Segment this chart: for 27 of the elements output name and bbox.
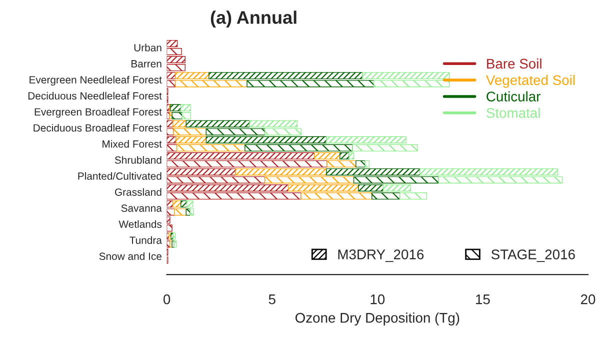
y-tick-label: Planted/Cultivated [78,172,162,180]
text: Cuticular [486,91,540,102]
x-axis-title: Ozone Dry Deposition (Tg) [295,312,460,326]
text: Vegetated Soil [486,74,575,88]
y-tick-label: Deciduous Needleleaf Forest [28,92,162,100]
x-tick-label: 20 [580,294,596,304]
y-tick-label: Mixed Forest [102,140,162,148]
annotation: STAGE_2016 [491,250,575,262]
y-tick-label: Urban [134,44,162,52]
x-tick-label: 10 [370,294,385,304]
y-tick-label: Deciduous Broadleaf Forest [34,124,162,132]
x-tick-label: 0 [163,294,170,304]
y-tick-label: Evergreen Broadleaf Forest [34,108,162,118]
text: Stomatal [486,108,540,118]
annotation: M3DRY_2016 [338,250,424,262]
y-tick-label: Barren [132,60,162,68]
x-tick-label: 15 [476,294,490,304]
y-tick-label: Snow and Ice [99,252,162,260]
y-tick-label: Evergreen Needleleaf Forest [30,76,162,86]
y-tick-label: Shrubland [114,156,162,164]
y-tick-label: Wetlands [118,220,162,228]
chart-title: (a) Annual [210,10,296,28]
y-tick-label: Tundra [130,236,162,244]
y-tick-label: Savanna [121,204,162,212]
x-tick-label: 5 [268,294,276,304]
y-tick-label: Grassland [114,188,162,196]
text: Bare Soil [487,58,542,69]
